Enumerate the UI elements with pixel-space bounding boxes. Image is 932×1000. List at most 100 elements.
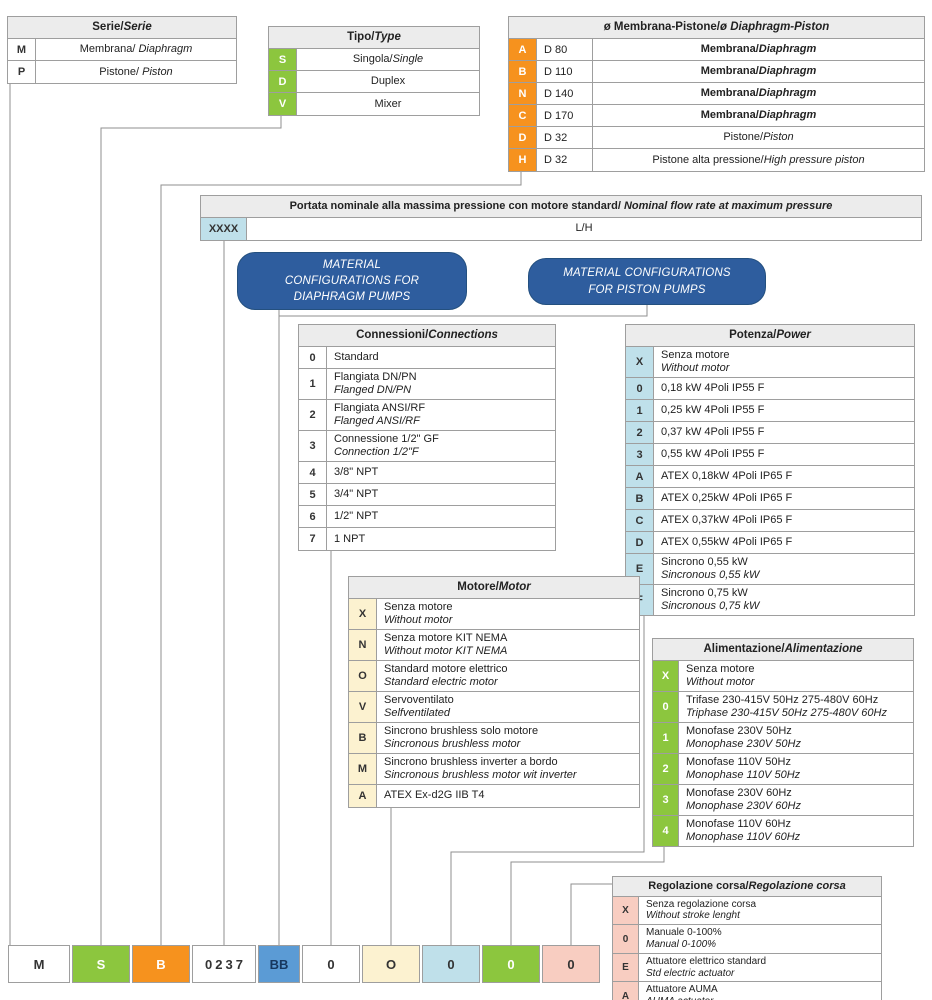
table-row: 0 Trifase 230-415V 50Hz 275-480V 60Hz Trip… (653, 692, 913, 724)
label-it: Monofase 230V 60Hz (686, 786, 792, 799)
tipo-table: Tipo/Type S Singola/Single D Duplex V Mixer (268, 26, 480, 117)
label-en: Without motor (661, 362, 730, 375)
code-cell: 1 (299, 369, 327, 400)
table-header: Tipo/Type (269, 27, 479, 50)
code-cell: 1 (626, 400, 654, 422)
label-it: Monofase 110V 50Hz (686, 756, 791, 769)
label-en: Without motor KIT NEMA (384, 645, 508, 658)
code-cell: C (509, 105, 537, 127)
table-row: V Mixer (269, 93, 479, 116)
size-cell: D 140 (537, 83, 593, 105)
table-row: A ATEX 0,18kW 4Poli IP65 F (626, 466, 914, 489)
label-it: Pistone/ (99, 65, 140, 78)
row-description: Senza motore Without motor (377, 599, 639, 629)
code-cell: N (509, 83, 537, 105)
table-row: 4 3/8" NPT (299, 462, 555, 485)
table-row: 2 0,37 kW 4Poli IP55 F (626, 422, 914, 445)
code-cell: V (349, 692, 377, 722)
label-it: 0,25 kW 4Poli IP55 F (661, 404, 765, 417)
table-row: 2 Monofase 110V 50Hz Monophase 110V 50Hz (653, 754, 913, 785)
label-en: AUMA actuator (646, 996, 874, 1000)
motor-table: Motore/Motor X Senza motore Without motor … (348, 576, 640, 808)
code-box-connessioni: 0 (302, 945, 360, 983)
code-cell: B (349, 722, 377, 753)
table-row: D ATEX 0,55kW 4Poli IP65 F (626, 532, 914, 555)
code-cell: 0 (626, 378, 654, 400)
code-cell: 6 (299, 506, 327, 528)
label-en: Without stroke lenght (646, 910, 740, 922)
label-it: Membrana/ (700, 65, 759, 78)
label-it: 3/8" NPT (334, 466, 379, 479)
row-description: Flangiata ANSI/RF Flanged ANSI/RF (327, 400, 555, 430)
table-row: X Senza motore Without motor (626, 347, 914, 379)
label-it: Singola/ (352, 53, 393, 66)
code-box-alimentazione: 0 (482, 945, 540, 983)
table-row: X Senza motore Without motor (653, 661, 913, 693)
label-en: Monophase 230V 60Hz (686, 799, 801, 812)
label-it: Servoventilato (384, 694, 454, 707)
size-cell: D 110 (537, 61, 593, 83)
row-description: Connessione 1/2" GF Connection 1/2"F (327, 431, 555, 461)
code-cell: D (269, 71, 297, 93)
material-config-diaphragm-button[interactable]: MATERIAL CONFIGURATIONS FOR DIAPHRAGM PU… (237, 252, 467, 310)
label-en: Selfventilated (384, 707, 451, 719)
code-box-tipo: S (72, 945, 130, 983)
title-it: Connessioni/ (356, 329, 429, 341)
label-it: Senza motore KIT NEMA (384, 632, 508, 645)
row-description: 0,37 kW 4Poli IP55 F (654, 422, 914, 443)
row-description: ATEX 0,25kW 4Poli IP65 F (654, 488, 914, 509)
label-it: 1 NPT (334, 532, 366, 545)
table-row: 3 Connessione 1/2" GF Connection 1/2"F (299, 431, 555, 463)
code-cell: 2 (626, 422, 654, 444)
code-cell: 4 (653, 815, 679, 846)
label-it: Senza motore (384, 601, 453, 614)
table-row: 0 0,18 kW 4Poli IP55 F (626, 378, 914, 401)
title-en: Serie (123, 21, 152, 33)
table-row: X Senza motore Without motor (349, 599, 639, 631)
label-it: ATEX Ex-d2G IIB T4 (384, 789, 485, 802)
title-it: Potenza/ (729, 329, 777, 341)
code-cell: A (613, 982, 639, 1000)
label-en: Manual 0-100% (646, 939, 717, 951)
row-description: Membrana/Diaphragm (593, 83, 924, 104)
label-en: Sincronous brushless motor (384, 737, 521, 750)
code-cell: M (349, 753, 377, 784)
row-text: Membrana/Diaphragm (701, 87, 817, 100)
row-text: Membrana/ Diaphragm (80, 43, 193, 56)
table-row: 5 3/4" NPT (299, 484, 555, 507)
row-description: Pistone alta pressione/High pressure pis… (593, 149, 924, 171)
table-row: X Senza regolazione corsa Without stroke l… (613, 896, 881, 926)
label-it: Standard motore elettrico (384, 663, 508, 676)
row-description: Sincrono 0,75 kW Sincronous 0,75 kW (654, 585, 914, 615)
label-en: Monophase 110V 60Hz (686, 830, 801, 843)
code-cell: X (613, 896, 639, 925)
row-description: Attuatore AUMAAUMA actuator (639, 982, 881, 1000)
power-supply-table: Alimentazione/Alimentazione X Senza motor… (652, 638, 914, 847)
code-box-motore: O (362, 945, 420, 983)
label-en: Diaphragm (758, 109, 817, 122)
table-row: E Attuatore elettrico standard Std electri… (613, 953, 881, 983)
label-it: 1/2" NPT (334, 510, 379, 523)
table-header: Potenza/Power (626, 325, 914, 348)
table-row: O Standard motore elettrico Standard elect… (349, 661, 639, 693)
row-description: Pistone/ Piston (36, 61, 236, 83)
code-cell: 3 (653, 784, 679, 815)
material-config-piston-button[interactable]: MATERIAL CONFIGURATIONS FOR PISTON PUMPS (528, 258, 766, 305)
label-en: Piston (763, 131, 794, 144)
code-cell: D (626, 532, 654, 554)
row-text: Membrana/Diaphragm (701, 65, 817, 78)
code-cell: 7 (299, 528, 327, 551)
label-it: Membrana/ (79, 43, 136, 56)
row-text: Membrana/Diaphragm (701, 109, 817, 122)
size-cell: D 32 (537, 127, 593, 149)
code-cell: X (626, 347, 654, 378)
row-description: Standard motore elettrico Standard electr… (377, 661, 639, 691)
connections-table: Connessioni/Connections 0 Standard 1 Flang… (298, 324, 556, 552)
label-it: 3/4" NPT (334, 488, 379, 501)
code-cell: N (349, 630, 377, 661)
label-it: Manuale 0-100% (646, 927, 722, 939)
row-description: Monofase 110V 50Hz Monophase 110V 50Hz (679, 754, 913, 784)
